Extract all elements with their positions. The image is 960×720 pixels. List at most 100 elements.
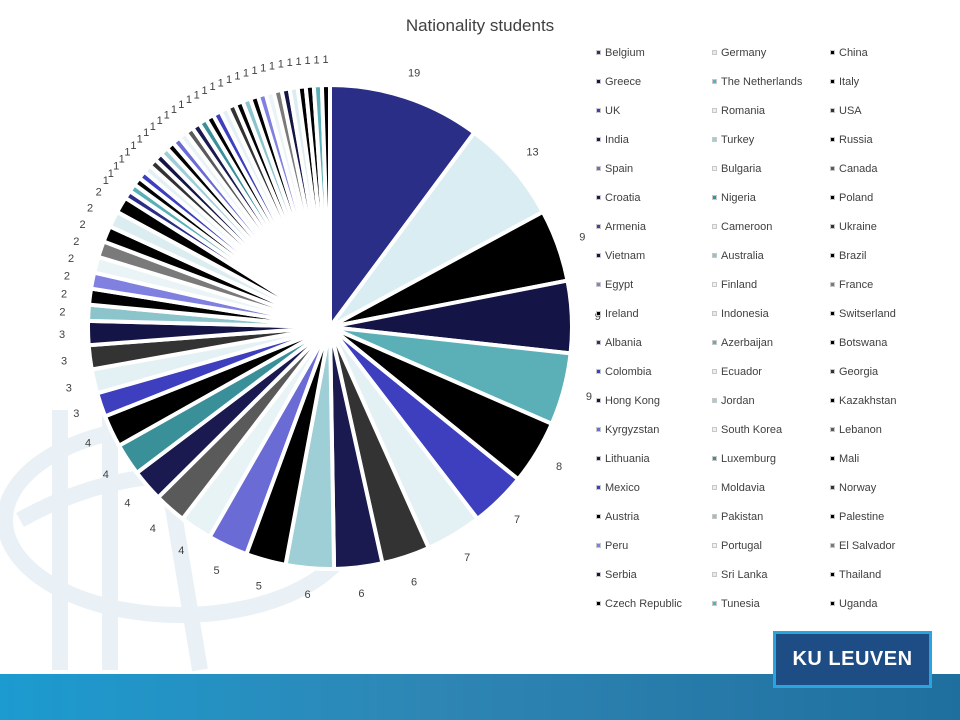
data-label: 1 xyxy=(130,140,136,152)
data-label: 1 xyxy=(150,121,156,133)
data-label: 1 xyxy=(218,77,224,89)
legend-swatch xyxy=(712,485,717,490)
legend-item: Italy xyxy=(830,76,950,88)
legend-swatch xyxy=(596,514,601,519)
legend-label: Norway xyxy=(839,481,877,494)
legend-swatch xyxy=(712,572,717,577)
legend-swatch xyxy=(712,456,717,461)
data-label: 1 xyxy=(137,133,143,145)
legend-item: Poland xyxy=(830,192,950,204)
legend-label: Serbia xyxy=(605,568,637,581)
legend-item: Kazakhstan xyxy=(830,395,950,407)
data-label: 2 xyxy=(64,271,70,283)
legend-swatch xyxy=(830,514,835,519)
legend-label: Bulgaria xyxy=(721,162,762,175)
legend-item: Lebanon xyxy=(830,424,950,436)
legend-item: Mali xyxy=(830,453,950,465)
legend-swatch xyxy=(712,543,717,548)
data-label: 4 xyxy=(85,437,91,449)
data-label: 1 xyxy=(209,81,215,93)
legend-item: Croatia xyxy=(596,192,712,204)
legend-label: Azerbaijan xyxy=(721,336,773,349)
legend-item: The Netherlands xyxy=(712,76,830,88)
legend-label: Czech Republic xyxy=(605,597,683,610)
legend-swatch xyxy=(596,282,601,287)
legend-label: USA xyxy=(839,104,862,117)
legend-item: Belgium xyxy=(596,47,712,59)
data-label: 2 xyxy=(87,203,93,215)
legend-swatch xyxy=(712,166,717,171)
legend-label: Finland xyxy=(721,278,758,291)
legend-swatch xyxy=(830,253,835,258)
legend-swatch xyxy=(712,369,717,374)
legend-swatch xyxy=(596,427,601,432)
data-label: 2 xyxy=(68,253,74,265)
data-label: 1 xyxy=(251,65,257,77)
legend-item: Moldavia xyxy=(712,482,830,494)
legend-label: Palestine xyxy=(839,510,885,523)
legend-item: Hong Kong xyxy=(596,395,712,407)
legend-label: Peru xyxy=(605,539,629,552)
legend-item: Australia xyxy=(712,250,830,262)
legend-label: Kyrgyzstan xyxy=(605,423,660,436)
legend-label: Mexico xyxy=(605,481,640,494)
legend-item: Peru xyxy=(596,540,712,552)
legend-item: India xyxy=(596,134,712,146)
legend-item: Azerbaijan xyxy=(712,337,830,349)
data-label: 3 xyxy=(61,356,67,368)
legend-swatch xyxy=(712,224,717,229)
legend-swatch xyxy=(712,282,717,287)
data-label: 6 xyxy=(358,588,364,600)
legend-swatch xyxy=(830,398,835,403)
legend-swatch xyxy=(596,572,601,577)
legend-label: Lebanon xyxy=(839,423,882,436)
legend-label: Romania xyxy=(721,104,766,117)
data-label: 9 xyxy=(586,391,592,403)
legend-label: Croatia xyxy=(605,191,641,204)
legend-item: Luxemburg xyxy=(712,453,830,465)
legend-label: Belgium xyxy=(605,46,645,59)
legend-item: Ukraine xyxy=(830,221,950,233)
pie-slice-germany xyxy=(328,129,546,329)
legend-label: South Korea xyxy=(721,423,783,436)
pie-slice-belgium xyxy=(328,82,478,334)
legend-label: Russia xyxy=(839,133,873,146)
data-label: 19 xyxy=(408,68,420,80)
legend-item: Ecuador xyxy=(712,366,830,378)
data-label: 1 xyxy=(171,104,177,116)
legend-swatch xyxy=(830,601,835,606)
legend-label: Turkey xyxy=(721,133,755,146)
legend-swatch xyxy=(830,137,835,142)
legend-item: Botswana xyxy=(830,337,950,349)
legend-label: Switserland xyxy=(839,307,896,320)
legend-item: Serbia xyxy=(596,569,712,581)
legend-item: Brazil xyxy=(830,250,950,262)
legend-swatch xyxy=(830,311,835,316)
legend-item: Egypt xyxy=(596,279,712,291)
legend-label: Canada xyxy=(839,162,878,175)
legend-swatch xyxy=(830,485,835,490)
legend-swatch xyxy=(596,369,601,374)
data-label: 2 xyxy=(73,236,79,248)
legend-item: Greece xyxy=(596,76,712,88)
legend-label: Colombia xyxy=(605,365,652,378)
legend-swatch xyxy=(596,137,601,142)
legend-swatch xyxy=(596,50,601,55)
legend-label: Brazil xyxy=(839,249,867,262)
legend-swatch xyxy=(596,224,601,229)
ku-leuven-logo: KU LEUVEN xyxy=(773,631,932,688)
legend-swatch xyxy=(830,543,835,548)
data-label: 1 xyxy=(322,54,328,66)
legend-label: Ireland xyxy=(605,307,639,320)
legend-item: Indonesia xyxy=(712,308,830,320)
legend-label: Italy xyxy=(839,75,860,88)
legend-item: Nigeria xyxy=(712,192,830,204)
data-label: 9 xyxy=(595,311,601,323)
legend-label: Nigeria xyxy=(721,191,756,204)
data-label: 1 xyxy=(260,62,266,74)
legend-swatch xyxy=(830,572,835,577)
legend-label: Germany xyxy=(721,46,767,59)
legend-item: Jordan xyxy=(712,395,830,407)
data-label: 1 xyxy=(143,127,149,139)
legend-item: Vietnam xyxy=(596,250,712,262)
